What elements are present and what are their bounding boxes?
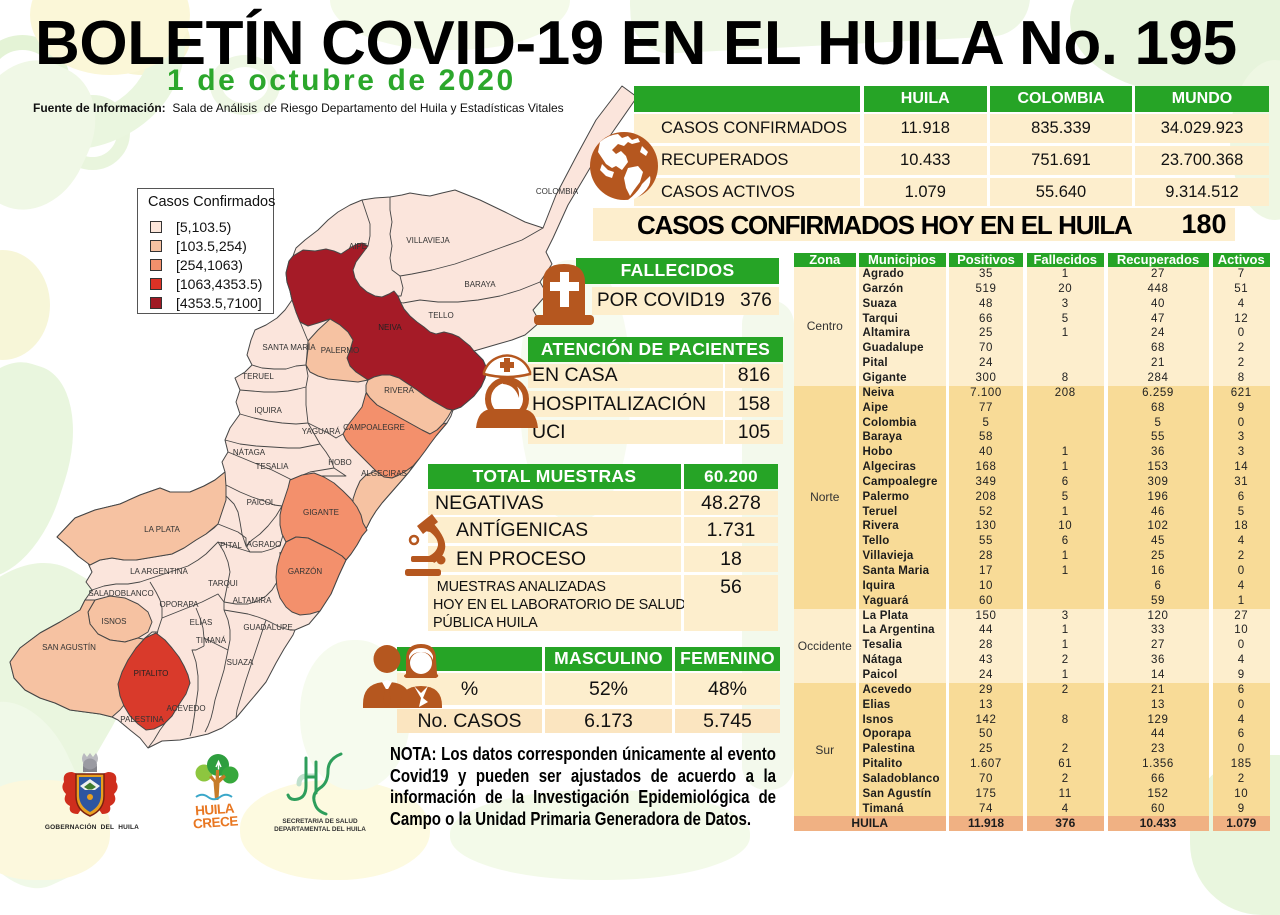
svg-text:TELLO: TELLO <box>428 311 453 320</box>
svg-text:IQUIRA: IQUIRA <box>254 406 282 415</box>
svg-text:ELÍAS: ELÍAS <box>190 618 213 627</box>
svg-text:ALTAMIRA: ALTAMIRA <box>233 596 272 605</box>
svg-text:TIMANÁ: TIMANÁ <box>196 636 227 645</box>
svg-text:COLOMBIA: COLOMBIA <box>536 187 579 196</box>
svg-text:PITALITO: PITALITO <box>134 669 169 678</box>
svg-text:ISNOS: ISNOS <box>102 617 127 626</box>
svg-text:NÁTAGA: NÁTAGA <box>233 448 266 457</box>
svg-text:SAN AGUSTÍN: SAN AGUSTÍN <box>42 643 96 652</box>
svg-text:GARZÓN: GARZÓN <box>288 567 322 576</box>
svg-text:PAICOL: PAICOL <box>247 498 276 507</box>
svg-text:GIGANTE: GIGANTE <box>303 508 339 517</box>
svg-text:TERUEL: TERUEL <box>242 372 274 381</box>
svg-text:AIPE: AIPE <box>349 242 367 251</box>
svg-text:LA ARGENTINA: LA ARGENTINA <box>130 567 188 576</box>
svg-text:VILLAVIEJA: VILLAVIEJA <box>406 236 450 245</box>
svg-text:TESALIA: TESALIA <box>256 462 290 471</box>
svg-text:NEIVA: NEIVA <box>378 323 402 332</box>
svg-text:AGRADO: AGRADO <box>247 540 282 549</box>
svg-text:TARQUI: TARQUI <box>208 579 238 588</box>
svg-text:ACEVEDO: ACEVEDO <box>166 704 205 713</box>
svg-text:OPORAPA: OPORAPA <box>160 600 200 609</box>
svg-text:PALESTINA: PALESTINA <box>120 715 164 724</box>
svg-text:CAMPOALEGRE: CAMPOALEGRE <box>343 423 405 432</box>
svg-text:GUADALUPE: GUADALUPE <box>243 623 292 632</box>
svg-text:HOBO: HOBO <box>328 458 352 467</box>
svg-text:SUAZA: SUAZA <box>227 658 254 667</box>
svg-text:YAGUARÁ: YAGUARÁ <box>302 427 341 436</box>
svg-text:PALERMO: PALERMO <box>321 346 360 355</box>
svg-text:SANTA MARÍA: SANTA MARÍA <box>262 343 316 352</box>
svg-text:RIVERA: RIVERA <box>384 386 414 395</box>
svg-text:PITAL: PITAL <box>220 541 242 550</box>
svg-text:BARAYA: BARAYA <box>464 280 496 289</box>
svg-text:SALADOBLANCO: SALADOBLANCO <box>88 589 153 598</box>
svg-text:ALGECIRAS: ALGECIRAS <box>361 469 407 478</box>
svg-text:LA PLATA: LA PLATA <box>144 525 180 534</box>
